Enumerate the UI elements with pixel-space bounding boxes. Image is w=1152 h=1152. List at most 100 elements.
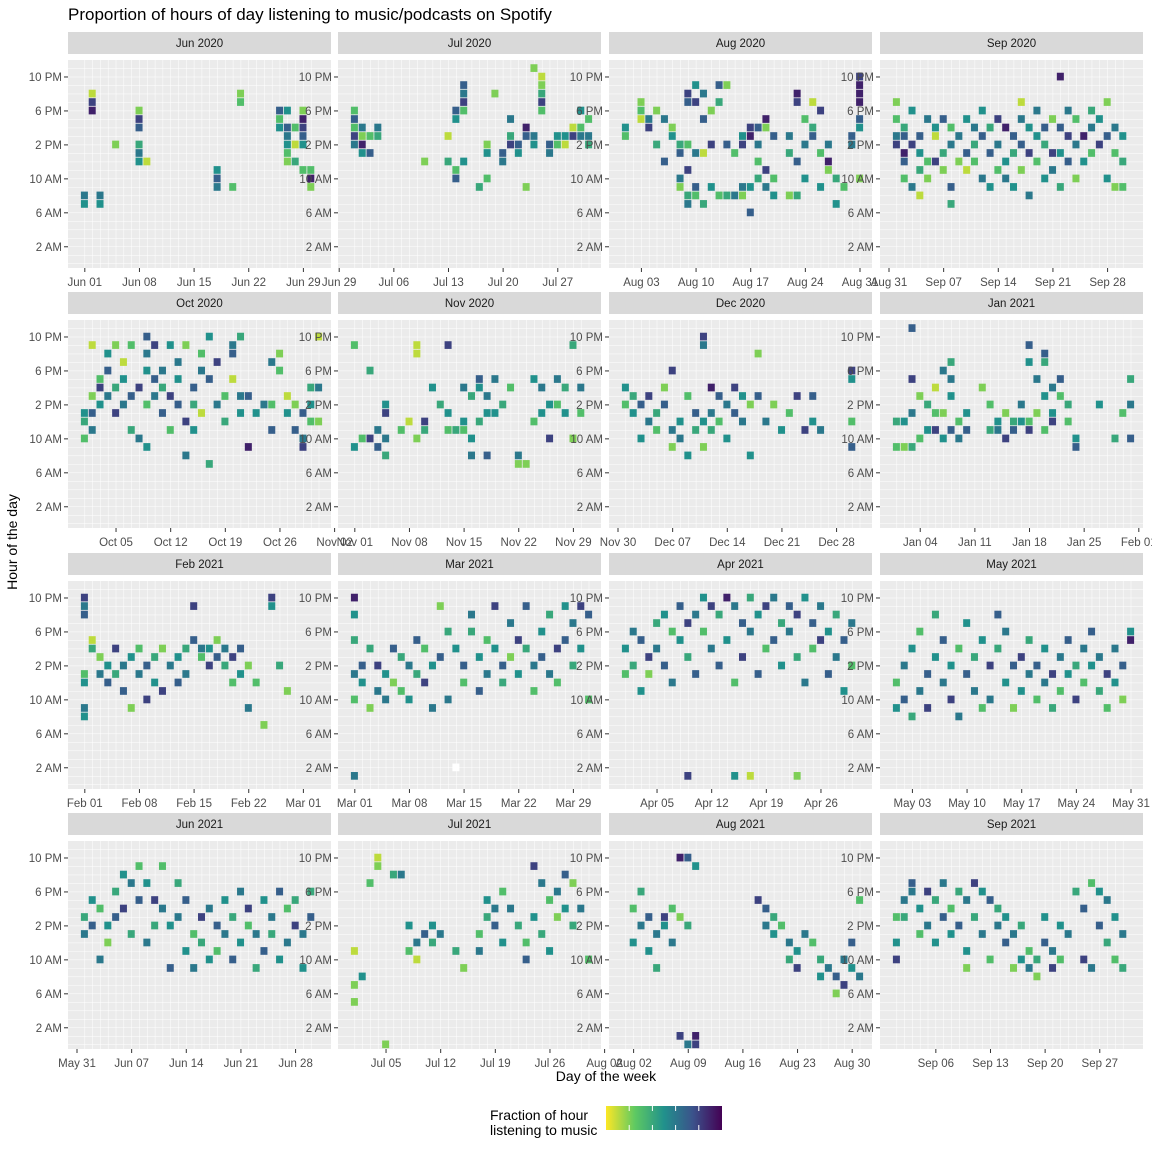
heatmap-cell (428, 921, 436, 930)
heatmap-cell (684, 98, 692, 106)
panel-title: Sep 2021 (987, 819, 1036, 831)
heatmap-cell (174, 879, 182, 887)
heatmap-cell (350, 115, 358, 123)
heatmap-cell (684, 89, 692, 98)
heatmap-cell (135, 115, 143, 123)
heatmap-cell (668, 123, 676, 132)
heatmap-cell (283, 904, 291, 913)
y-tick-label: 6 PM (305, 366, 332, 378)
heatmap-cell (507, 383, 515, 392)
heatmap-cell (166, 426, 174, 434)
panel-strip (338, 292, 601, 314)
heatmap-cell (151, 678, 159, 687)
heatmap-cell (684, 772, 692, 780)
heatmap-cell (127, 879, 135, 887)
heatmap-cell (955, 644, 963, 653)
heatmap-cell (229, 955, 237, 964)
heatmap-cell (978, 106, 986, 115)
heatmap-cell (112, 383, 120, 392)
heatmap-cell (268, 426, 276, 434)
heatmap-cell (1002, 123, 1010, 132)
heatmap-cell (1088, 627, 1096, 636)
heatmap-cell (1056, 149, 1064, 157)
panel-6: Dec 2020 2 AM 6 AM 10 AM 2 PM 6 PM 10 PM Nov 30… (570, 292, 872, 549)
heatmap-cell (994, 921, 1002, 930)
heatmap-cell (382, 695, 390, 704)
panel-8: Feb 2021 2 AM 6 AM 10 AM 2 PM 6 PM 10 PM Feb 01… (29, 553, 331, 810)
heatmap-cell (80, 200, 88, 208)
heatmap-cell (1049, 115, 1057, 123)
panel-1: Jul 2020 2 AM 6 AM 10 AM 2 PM 6 PM 10 PM Jun 29… (299, 32, 601, 289)
heatmap-cell (1025, 123, 1033, 132)
heatmap-cell (413, 670, 421, 678)
y-tick-label: 10 PM (299, 853, 332, 865)
heatmap-cell (1119, 157, 1127, 166)
heatmap-cell (809, 938, 817, 947)
y-tick-label: 10 AM (29, 174, 62, 186)
heatmap-cell (397, 870, 405, 879)
heatmap-cell (978, 704, 986, 712)
heatmap-cell (561, 870, 569, 879)
heatmap-cell (374, 661, 382, 670)
heatmap-cell (96, 375, 104, 383)
panel-title: Nov 2020 (445, 298, 494, 310)
heatmap-cell (994, 904, 1002, 913)
heatmap-cell (182, 670, 190, 678)
heatmap-cell (963, 964, 971, 972)
y-tick-label: 10 AM (299, 695, 332, 707)
heatmap-cell (1041, 644, 1049, 653)
heatmap-cell (1041, 349, 1049, 358)
heatmap-cell (824, 627, 832, 636)
panel-14: Aug 2021 2 AM 6 AM 10 AM 2 PM 6 PM 10 PM Aug 02… (570, 813, 872, 1070)
heatmap-cell (1127, 627, 1135, 636)
heatmap-cell (468, 451, 476, 460)
heatmap-cell (739, 183, 747, 191)
heatmap-cell (817, 972, 825, 981)
heatmap-cell (276, 955, 284, 964)
heatmap-cell (778, 426, 786, 434)
heatmap-cell (970, 123, 978, 132)
heatmap-cell (389, 678, 397, 687)
heatmap-cell (762, 123, 770, 132)
heatmap-cell (832, 972, 840, 981)
heatmap-cell (692, 610, 700, 619)
heatmap-cell (475, 183, 483, 191)
panel-9: Mar 2021 2 AM 6 AM 10 AM 2 PM 6 PM 10 PM Mar 01… (299, 553, 601, 810)
heatmap-cell (80, 593, 88, 602)
heatmap-cell (561, 383, 569, 392)
heatmap-cell (1127, 400, 1135, 409)
y-tick-label: 6 AM (36, 468, 62, 480)
heatmap-cell (530, 661, 538, 670)
heatmap-cell (731, 149, 739, 157)
heatmap-cell (908, 879, 916, 887)
heatmap-cell (299, 409, 307, 417)
heatmap-cell (978, 132, 986, 140)
heatmap-cell (739, 132, 747, 140)
heatmap-cell (237, 887, 245, 896)
heatmap-cell (350, 695, 358, 704)
heatmap-cell (668, 426, 676, 434)
heatmap-cell (260, 947, 268, 955)
heatmap-cell (307, 183, 315, 191)
heatmap-cell (382, 400, 390, 409)
heatmap-cell (692, 183, 700, 191)
heatmap-cell (119, 358, 127, 366)
heatmap-cell (80, 417, 88, 426)
heatmap-cell (350, 636, 358, 644)
heatmap-cell (1103, 174, 1111, 183)
y-tick-label: 10 PM (841, 593, 874, 605)
x-tick-label: Sep 21 (1035, 277, 1071, 289)
heatmap-cell (88, 644, 96, 653)
heatmap-cell (460, 426, 468, 434)
y-tick-label: 2 AM (306, 763, 332, 775)
heatmap-cell (1080, 132, 1088, 140)
heatmap-cell (660, 115, 668, 123)
heatmap-cell (660, 610, 668, 619)
heatmap-cell (963, 947, 971, 955)
y-tick-label: 10 PM (29, 593, 62, 605)
heatmap-cell (299, 140, 307, 149)
heatmap-cell (268, 602, 276, 610)
heatmap-cell (1111, 434, 1119, 443)
heatmap-cell (900, 417, 908, 426)
heatmap-cell (1017, 687, 1025, 695)
